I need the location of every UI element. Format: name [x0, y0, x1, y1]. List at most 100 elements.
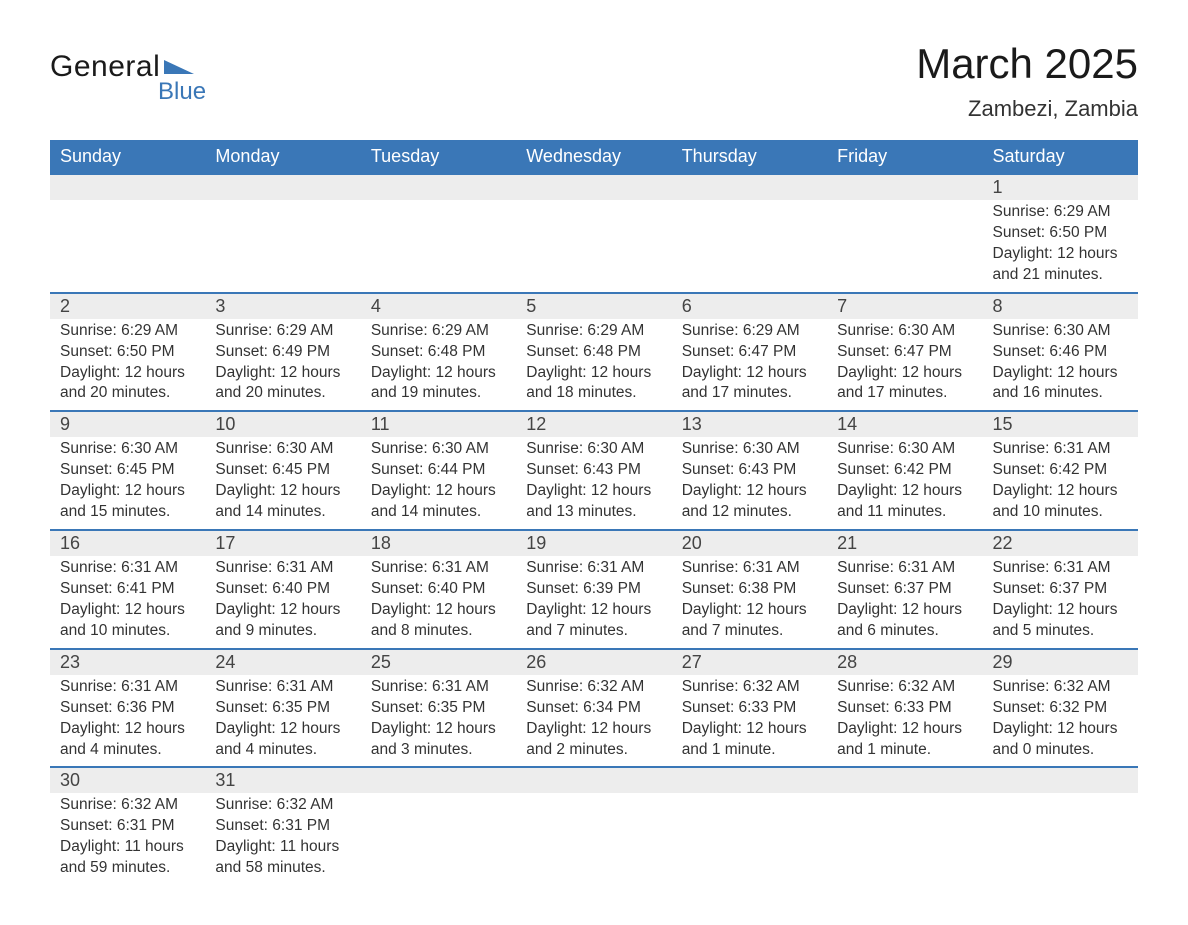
day-detail-cell: Sunrise: 6:29 AMSunset: 6:47 PMDaylight:…: [672, 319, 827, 412]
sunrise-line: Sunrise: 6:29 AM: [371, 321, 506, 342]
sunset-line: Sunset: 6:44 PM: [371, 460, 506, 481]
sunrise-line: Sunrise: 6:32 AM: [993, 677, 1128, 698]
day-number-cell: 4: [361, 293, 516, 319]
day-number-cell: [361, 174, 516, 200]
day-number-cell: 25: [361, 649, 516, 675]
sunrise-line: Sunrise: 6:32 AM: [837, 677, 972, 698]
brand-name-part1: General: [50, 50, 160, 84]
day-detail-cell: Sunrise: 6:31 AMSunset: 6:40 PMDaylight:…: [361, 556, 516, 649]
day-header: Saturday: [983, 140, 1138, 174]
day-detail-cell: Sunrise: 6:30 AMSunset: 6:42 PMDaylight:…: [827, 437, 982, 530]
day-number-cell: 1: [983, 174, 1138, 200]
day-number-cell: 10: [205, 411, 360, 437]
sunset-line: Sunset: 6:43 PM: [682, 460, 817, 481]
sunset-line: Sunset: 6:41 PM: [60, 579, 195, 600]
day-detail-row: Sunrise: 6:31 AMSunset: 6:36 PMDaylight:…: [50, 675, 1138, 768]
sunset-line: Sunset: 6:39 PM: [526, 579, 661, 600]
sunset-line: Sunset: 6:49 PM: [215, 342, 350, 363]
sunrise-line: Sunrise: 6:30 AM: [60, 439, 195, 460]
day-number-row: 3031: [50, 767, 1138, 793]
daylight-line: Daylight: 12 hours and 4 minutes.: [215, 719, 350, 761]
sunrise-line: Sunrise: 6:31 AM: [60, 677, 195, 698]
sunrise-line: Sunrise: 6:32 AM: [526, 677, 661, 698]
day-number-cell: 9: [50, 411, 205, 437]
day-number-cell: [361, 767, 516, 793]
sunrise-line: Sunrise: 6:31 AM: [60, 558, 195, 579]
sunrise-line: Sunrise: 6:30 AM: [682, 439, 817, 460]
day-number-cell: 8: [983, 293, 1138, 319]
day-number-row: 2345678: [50, 293, 1138, 319]
daylight-line: Daylight: 12 hours and 21 minutes.: [993, 244, 1128, 286]
day-detail-cell: [672, 793, 827, 885]
day-detail-cell: Sunrise: 6:32 AMSunset: 6:32 PMDaylight:…: [983, 675, 1138, 768]
day-detail-cell: Sunrise: 6:29 AMSunset: 6:50 PMDaylight:…: [983, 200, 1138, 293]
day-number-cell: [516, 767, 671, 793]
daylight-line: Daylight: 12 hours and 14 minutes.: [215, 481, 350, 523]
day-number-cell: 24: [205, 649, 360, 675]
day-detail-cell: Sunrise: 6:31 AMSunset: 6:35 PMDaylight:…: [361, 675, 516, 768]
day-detail-cell: Sunrise: 6:31 AMSunset: 6:39 PMDaylight:…: [516, 556, 671, 649]
sunset-line: Sunset: 6:40 PM: [215, 579, 350, 600]
sunset-line: Sunset: 6:42 PM: [837, 460, 972, 481]
day-detail-cell: Sunrise: 6:31 AMSunset: 6:41 PMDaylight:…: [50, 556, 205, 649]
day-number-cell: 23: [50, 649, 205, 675]
day-number-cell: [827, 767, 982, 793]
sunset-line: Sunset: 6:32 PM: [993, 698, 1128, 719]
daylight-line: Daylight: 11 hours and 59 minutes.: [60, 837, 195, 879]
sunrise-line: Sunrise: 6:29 AM: [526, 321, 661, 342]
day-detail-cell: Sunrise: 6:31 AMSunset: 6:37 PMDaylight:…: [827, 556, 982, 649]
daylight-line: Daylight: 12 hours and 1 minute.: [837, 719, 972, 761]
day-detail-cell: Sunrise: 6:30 AMSunset: 6:45 PMDaylight:…: [50, 437, 205, 530]
daylight-line: Daylight: 12 hours and 19 minutes.: [371, 363, 506, 405]
day-detail-cell: [983, 793, 1138, 885]
sunrise-line: Sunrise: 6:32 AM: [682, 677, 817, 698]
sunrise-line: Sunrise: 6:31 AM: [371, 677, 506, 698]
daylight-line: Daylight: 12 hours and 14 minutes.: [371, 481, 506, 523]
day-number-cell: 14: [827, 411, 982, 437]
sunset-line: Sunset: 6:31 PM: [60, 816, 195, 837]
day-detail-cell: Sunrise: 6:32 AMSunset: 6:34 PMDaylight:…: [516, 675, 671, 768]
sunset-line: Sunset: 6:38 PM: [682, 579, 817, 600]
day-number-cell: 26: [516, 649, 671, 675]
day-number-cell: 20: [672, 530, 827, 556]
sunrise-line: Sunrise: 6:29 AM: [60, 321, 195, 342]
daylight-line: Daylight: 12 hours and 13 minutes.: [526, 481, 661, 523]
day-detail-cell: Sunrise: 6:29 AMSunset: 6:50 PMDaylight:…: [50, 319, 205, 412]
day-number-cell: 21: [827, 530, 982, 556]
daylight-line: Daylight: 12 hours and 7 minutes.: [526, 600, 661, 642]
day-detail-cell: [827, 793, 982, 885]
day-number-cell: 30: [50, 767, 205, 793]
day-number-cell: [205, 174, 360, 200]
day-detail-cell: Sunrise: 6:30 AMSunset: 6:46 PMDaylight:…: [983, 319, 1138, 412]
sunrise-line: Sunrise: 6:30 AM: [526, 439, 661, 460]
sunrise-line: Sunrise: 6:31 AM: [837, 558, 972, 579]
day-number-cell: [827, 174, 982, 200]
daylight-line: Daylight: 12 hours and 0 minutes.: [993, 719, 1128, 761]
header: General Blue March 2025 Zambezi, Zambia: [50, 40, 1138, 122]
daylight-line: Daylight: 12 hours and 20 minutes.: [60, 363, 195, 405]
day-number-cell: 7: [827, 293, 982, 319]
day-detail-cell: Sunrise: 6:32 AMSunset: 6:33 PMDaylight:…: [672, 675, 827, 768]
day-number-cell: 12: [516, 411, 671, 437]
day-number-cell: 18: [361, 530, 516, 556]
day-number-row: 23242526272829: [50, 649, 1138, 675]
day-number-cell: [672, 174, 827, 200]
sunset-line: Sunset: 6:35 PM: [371, 698, 506, 719]
day-detail-cell: Sunrise: 6:29 AMSunset: 6:49 PMDaylight:…: [205, 319, 360, 412]
daylight-line: Daylight: 12 hours and 10 minutes.: [60, 600, 195, 642]
daylight-line: Daylight: 12 hours and 5 minutes.: [993, 600, 1128, 642]
day-detail-row: Sunrise: 6:30 AMSunset: 6:45 PMDaylight:…: [50, 437, 1138, 530]
day-header: Monday: [205, 140, 360, 174]
sunset-line: Sunset: 6:47 PM: [682, 342, 817, 363]
daylight-line: Daylight: 12 hours and 17 minutes.: [682, 363, 817, 405]
day-number-cell: 15: [983, 411, 1138, 437]
day-detail-cell: Sunrise: 6:31 AMSunset: 6:37 PMDaylight:…: [983, 556, 1138, 649]
day-number-cell: 29: [983, 649, 1138, 675]
day-number-cell: 22: [983, 530, 1138, 556]
day-detail-cell: Sunrise: 6:30 AMSunset: 6:44 PMDaylight:…: [361, 437, 516, 530]
daylight-line: Daylight: 12 hours and 4 minutes.: [60, 719, 195, 761]
sunset-line: Sunset: 6:34 PM: [526, 698, 661, 719]
day-number-cell: 13: [672, 411, 827, 437]
day-detail-cell: Sunrise: 6:30 AMSunset: 6:47 PMDaylight:…: [827, 319, 982, 412]
day-detail-cell: Sunrise: 6:31 AMSunset: 6:42 PMDaylight:…: [983, 437, 1138, 530]
